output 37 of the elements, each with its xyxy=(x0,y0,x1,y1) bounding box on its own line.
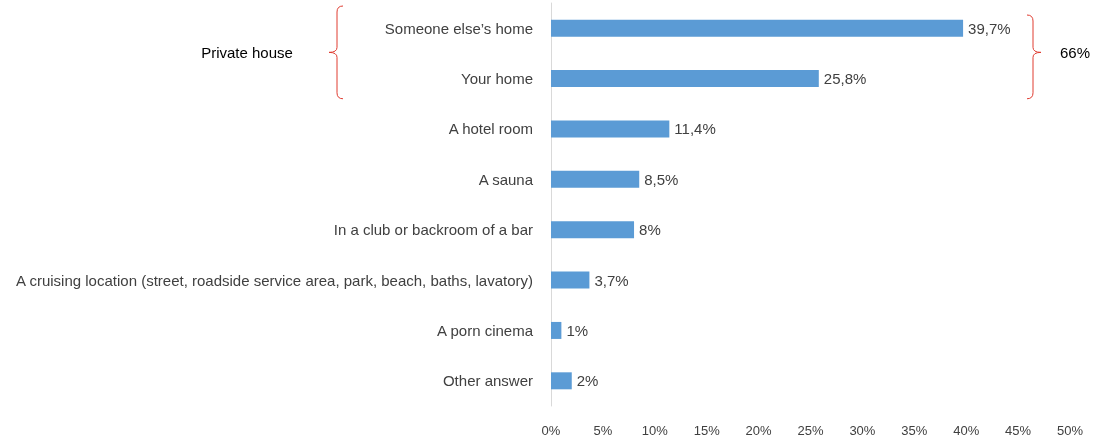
x-tick-label: 0% xyxy=(541,423,561,438)
x-tick-label: 45% xyxy=(1005,423,1032,438)
data-label: 2% xyxy=(576,372,599,390)
data-label: 25,8% xyxy=(823,70,867,88)
text: Private house xyxy=(201,43,293,61)
x-tick-label: 5% xyxy=(593,423,613,438)
x-tick-label: 25% xyxy=(797,423,824,438)
x-tick-label: 10% xyxy=(641,423,669,438)
y-tick-label: Your home xyxy=(461,70,533,88)
x-tick-label: 35% xyxy=(901,423,928,438)
y-tick-label: A porn cinema xyxy=(437,321,534,339)
bar xyxy=(551,70,819,88)
bar xyxy=(551,120,670,138)
y-tick-label: In a club or backroom of a bar xyxy=(333,221,533,239)
bar xyxy=(551,321,562,339)
y-tick-label: Someone else’s home xyxy=(384,19,533,37)
bar xyxy=(551,271,590,289)
data-label: 11,4% xyxy=(674,120,716,138)
data-label: 1% xyxy=(566,321,589,339)
y-tick-label: Other answer xyxy=(442,372,533,390)
bar xyxy=(551,221,635,239)
data-label: 8,5% xyxy=(644,170,679,188)
data-label: 8% xyxy=(639,221,661,239)
annotation: 66% xyxy=(1059,43,1091,61)
bar xyxy=(551,170,640,188)
bar xyxy=(551,19,964,37)
x-tick-label: 20% xyxy=(745,423,773,438)
x-tick-label: 15% xyxy=(693,423,721,438)
y-tick-label: A cruising location (street, roadside service area, park, beach, baths, lavatory) xyxy=(16,271,533,289)
y-tick-label: A hotel room xyxy=(448,120,533,138)
x-tick-label: 50% xyxy=(1056,423,1084,438)
x-tick-label: 30% xyxy=(849,423,876,438)
bar xyxy=(551,372,572,390)
data-label: 3,7% xyxy=(594,271,629,289)
x-tick-label: 40% xyxy=(953,423,980,438)
data-label: 39,7% xyxy=(968,19,1011,37)
y-tick-label: A sauna xyxy=(478,170,534,188)
